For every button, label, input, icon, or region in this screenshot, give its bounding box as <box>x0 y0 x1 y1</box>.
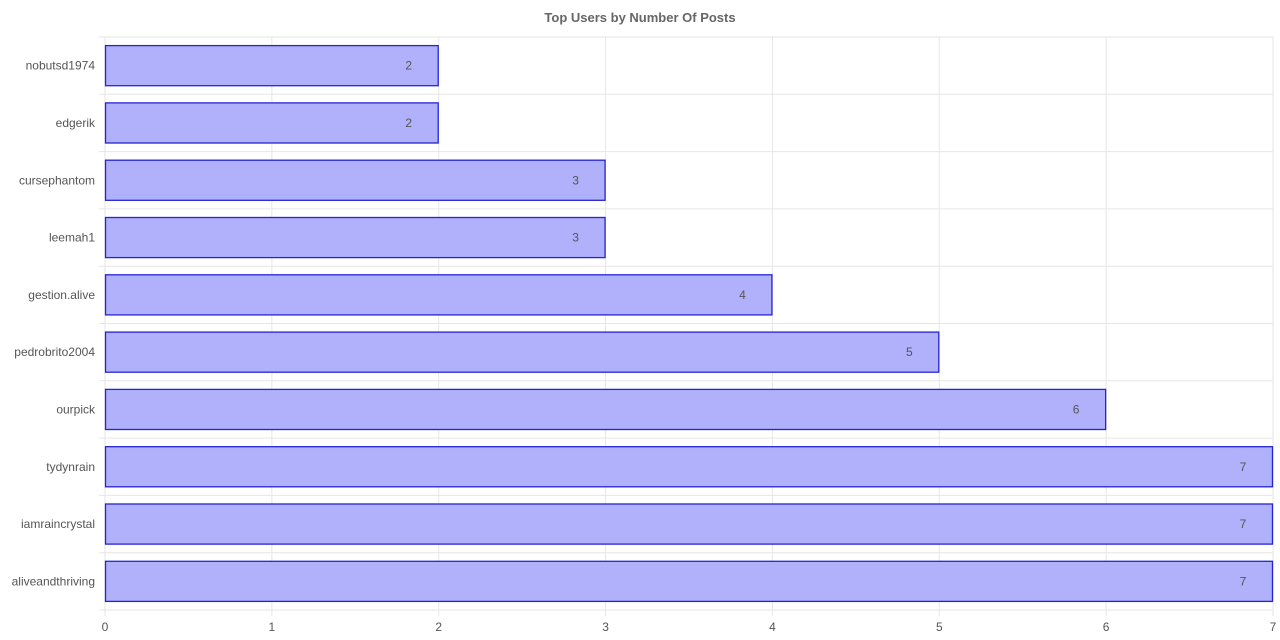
value-label-5: 5 <box>906 345 913 359</box>
x-tick-label-7: 7 <box>1270 620 1277 634</box>
chart-title: Top Users by Number Of Posts <box>544 10 736 25</box>
category-label-3: leemah1 <box>49 231 95 245</box>
value-label-2: 3 <box>572 173 579 187</box>
category-label-1: edgerik <box>56 116 96 130</box>
x-tick-label-3: 3 <box>602 620 609 634</box>
value-label-8: 7 <box>1240 517 1247 531</box>
value-label-9: 7 <box>1240 574 1247 588</box>
grid-layer <box>99 36 1274 616</box>
bar-0 <box>104 44 439 87</box>
category-label-0: nobutsd1974 <box>26 59 96 73</box>
x-tick-label-1: 1 <box>269 620 276 634</box>
bar-7 <box>104 446 1274 488</box>
bar-1 <box>104 102 439 144</box>
value-label-7: 7 <box>1240 460 1247 474</box>
x-tick-label-6: 6 <box>1103 620 1110 634</box>
category-label-4: gestion.alive <box>28 288 95 302</box>
bar-8 <box>104 503 1274 545</box>
category-label-5: pedrobrito2004 <box>14 345 95 359</box>
category-label-7: tydynrain <box>46 460 95 474</box>
bar-6 <box>104 388 1107 431</box>
bar-5 <box>104 331 940 373</box>
value-label-1: 2 <box>405 116 412 130</box>
label-layer: 0 1 2 3 4 5 6 7 nobutsd1974 2 edgerik 2 cursephantom… <box>12 59 1277 634</box>
x-tick-label-5: 5 <box>936 620 943 634</box>
value-label-0: 2 <box>405 59 412 73</box>
value-label-4: 4 <box>739 288 746 302</box>
x-tick-label-0: 0 <box>102 620 109 634</box>
bar-4 <box>104 274 773 316</box>
bar-3 <box>104 216 606 259</box>
category-label-6: ourpick <box>56 402 96 416</box>
category-label-8: iamraincrystal <box>21 517 95 531</box>
x-tick-label-4: 4 <box>769 620 776 634</box>
value-label-6: 6 <box>1073 402 1080 416</box>
bar-layer <box>104 44 1274 603</box>
value-label-3: 3 <box>572 231 579 245</box>
x-tick-label-2: 2 <box>435 620 442 634</box>
bar-9 <box>104 560 1274 603</box>
category-label-9: aliveandthriving <box>12 574 95 588</box>
bar-2 <box>104 159 606 201</box>
category-label-2: cursephantom <box>19 173 95 187</box>
